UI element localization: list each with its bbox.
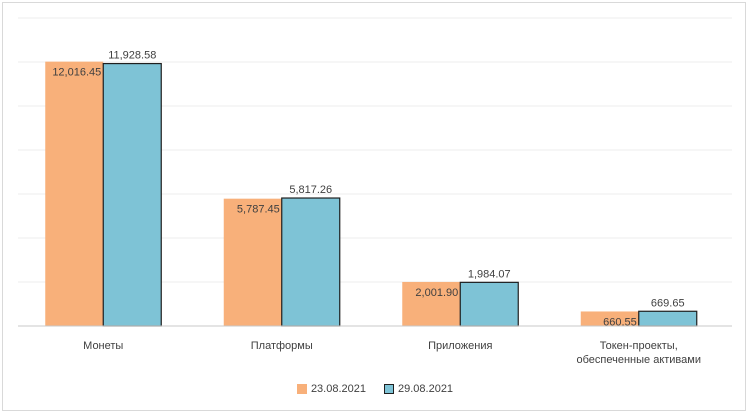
data-label: 1,984.07 — [468, 268, 511, 280]
x-tick-label: Платформы — [251, 340, 313, 352]
x-tick-label: Приложения — [428, 340, 492, 352]
legend: 23.08.2021 29.08.2021 — [0, 383, 750, 395]
x-tick-label: Монеты — [83, 340, 123, 352]
data-label: 11,928.58 — [108, 50, 156, 62]
legend-item-series-1[interactable]: 23.08.2021 — [296, 383, 366, 395]
legend-swatch-series-1 — [296, 384, 307, 394]
legend-swatch-series-2 — [384, 384, 394, 394]
bar-series-2 — [459, 281, 519, 327]
data-label: 12,016.45 — [52, 67, 101, 79]
legend-label-series-2: 29.08.2021 — [398, 383, 454, 395]
data-label: 669.65 — [651, 297, 685, 309]
x-tick-label: Токен-проекты, — [600, 340, 678, 352]
bar-series-1 — [45, 61, 104, 327]
data-label: 5,817.26 — [289, 184, 332, 196]
data-label: 2,001.90 — [415, 287, 458, 299]
bar-series-1 — [580, 311, 639, 326]
bar-series-2 — [281, 197, 341, 327]
data-label: 5,787.45 — [237, 204, 280, 216]
x-tick-label: обеспеченные активами — [577, 354, 701, 366]
data-label: 660.55 — [603, 316, 637, 328]
bar-series-2 — [638, 310, 698, 327]
legend-label-series-1: 23.08.2021 — [310, 383, 366, 395]
legend-item-series-2[interactable]: 29.08.2021 — [384, 383, 453, 395]
bar-series-1 — [223, 198, 282, 326]
bar-series-2 — [102, 62, 162, 327]
bar-series-1 — [402, 281, 461, 326]
